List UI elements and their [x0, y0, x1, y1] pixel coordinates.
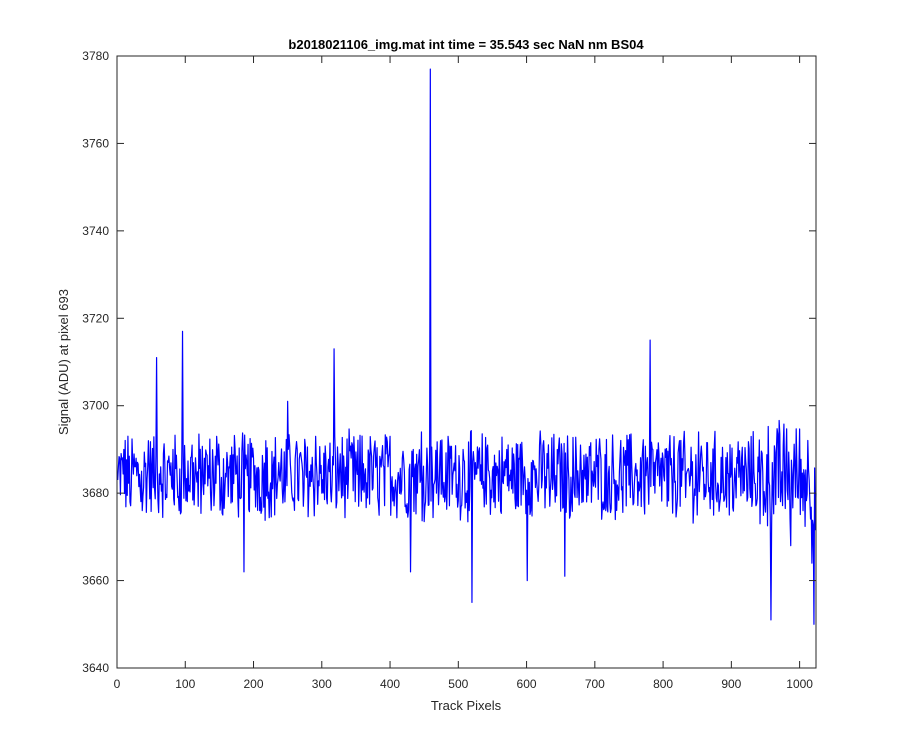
x-tick-label: 300 [312, 677, 332, 691]
y-tick-label: 3740 [82, 224, 109, 238]
y-tick-label: 3700 [82, 399, 109, 413]
plot-area [116, 55, 817, 669]
x-tick-label: 700 [585, 677, 605, 691]
x-tick-label: 1000 [786, 677, 813, 691]
x-tick-label: 100 [175, 677, 195, 691]
y-axis-ticks: 3640 3660 3680 3700 3720 3740 3760 3780 [82, 49, 816, 675]
x-tick-label: 400 [380, 677, 400, 691]
x-axis-label: Track Pixels [431, 698, 502, 713]
x-tick-label: 900 [721, 677, 741, 691]
y-tick-label: 3660 [82, 574, 109, 588]
chart-title: b2018021106_img.mat int time = 35.543 se… [288, 37, 644, 52]
x-tick-label: 600 [517, 677, 537, 691]
series-line [117, 68, 817, 625]
series-layer [116, 55, 817, 669]
x-tick-label: 500 [448, 677, 468, 691]
y-tick-label: 3780 [82, 49, 109, 63]
x-tick-label: 800 [653, 677, 673, 691]
x-tick-label: 200 [244, 677, 264, 691]
x-axis-ticks: 0 100 200 300 400 500 600 700 800 900 1000 [114, 56, 813, 691]
y-tick-label: 3640 [82, 661, 109, 675]
plot-frame [116, 55, 817, 669]
x-tick-label: 0 [114, 677, 121, 691]
y-tick-label: 3720 [82, 311, 109, 325]
y-tick-label: 3760 [82, 136, 109, 150]
y-axis-label: Signal (ADU) at pixel 693 [56, 289, 71, 435]
y-tick-label: 3680 [82, 486, 109, 500]
